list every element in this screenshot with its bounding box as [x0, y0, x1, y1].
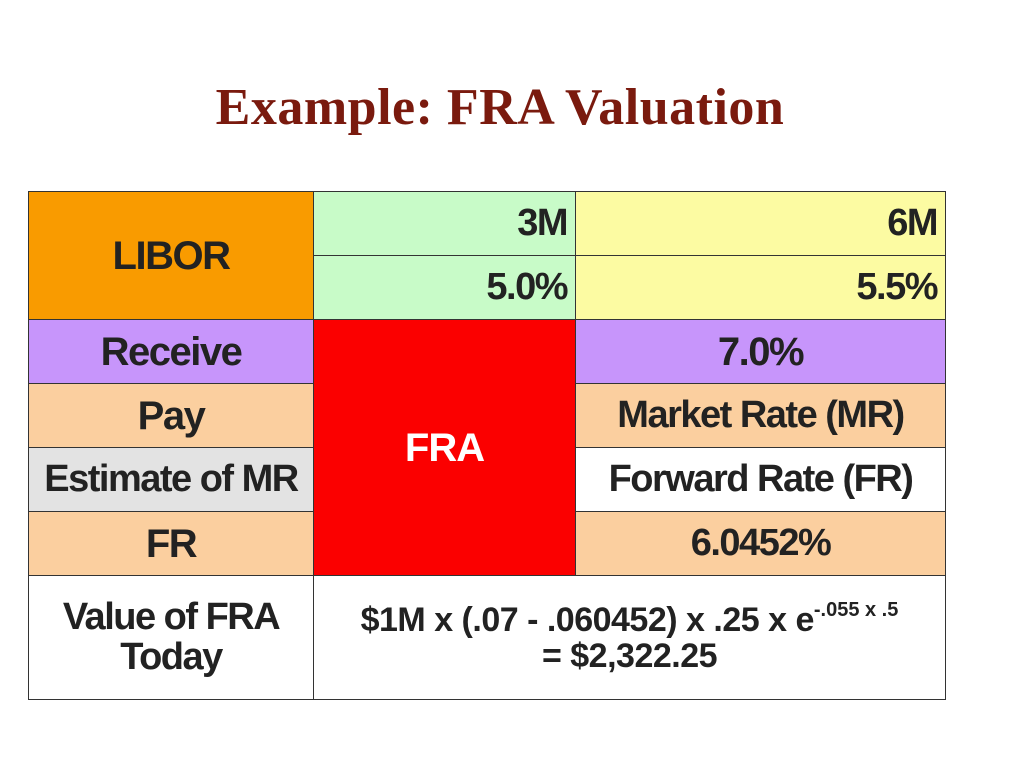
table-row-fr: FR 6.0452%: [28, 511, 946, 576]
table-row-receive: Receive FRA 7.0%: [28, 319, 946, 576]
value-label-cell: Value of FRA Today: [28, 575, 314, 700]
table-row-estimate: Estimate of MR Forward Rate (FR): [28, 447, 946, 512]
receive-label-cell: Receive: [28, 319, 314, 384]
rate-3m-cell: 5.0%: [313, 255, 576, 320]
libor-label-cell: LIBOR: [28, 191, 314, 320]
formula-result: = $2,322.25: [541, 637, 718, 675]
pay-value-cell: Market Rate (MR): [575, 383, 946, 448]
fr-label-cell: FR: [28, 511, 314, 576]
estimate-label-cell: Estimate of MR: [28, 447, 314, 512]
tenor-3m-cell: 3M: [313, 191, 576, 256]
formula-line: $1M x (.07 - .060452) x .25 x e-.055 x .…: [322, 600, 937, 639]
receive-value-cell: 7.0%: [575, 319, 946, 384]
rate-6m-cell: 5.5%: [575, 255, 946, 320]
formula-exponent: -.055 x .5: [813, 599, 899, 622]
pay-label-cell: Pay: [28, 383, 314, 448]
tenor-6m-cell: 6M: [575, 191, 946, 256]
slide-title: Example: FRA Valuation: [215, 79, 785, 136]
table-row-rate: 5.0% 5.5%: [29, 255, 946, 320]
value-label-line2: Today: [120, 635, 223, 678]
fr-value-cell: 6.0452%: [575, 511, 946, 576]
formula-cell: $1M x (.07 - .060452) x .25 x e-.055 x .…: [313, 575, 946, 700]
table-row-tenor: LIBOR 3M 6M: [28, 191, 946, 320]
fra-valuation-table: LIBOR 3M 6M 5.0% 5.5% Receive FRA 7.0% P…: [28, 191, 946, 700]
formula-main: $1M x (.07 - .060452) x .25 x e: [360, 601, 815, 640]
estimate-value-cell: Forward Rate (FR): [575, 447, 946, 512]
table-row-pay: Pay Market Rate (MR): [28, 383, 946, 448]
table-row-value: Value of FRA Today $1M x (.07 - .060452)…: [28, 575, 946, 700]
value-label-line1: Value of FRA: [62, 595, 281, 638]
fra-cell: FRA: [313, 319, 576, 576]
